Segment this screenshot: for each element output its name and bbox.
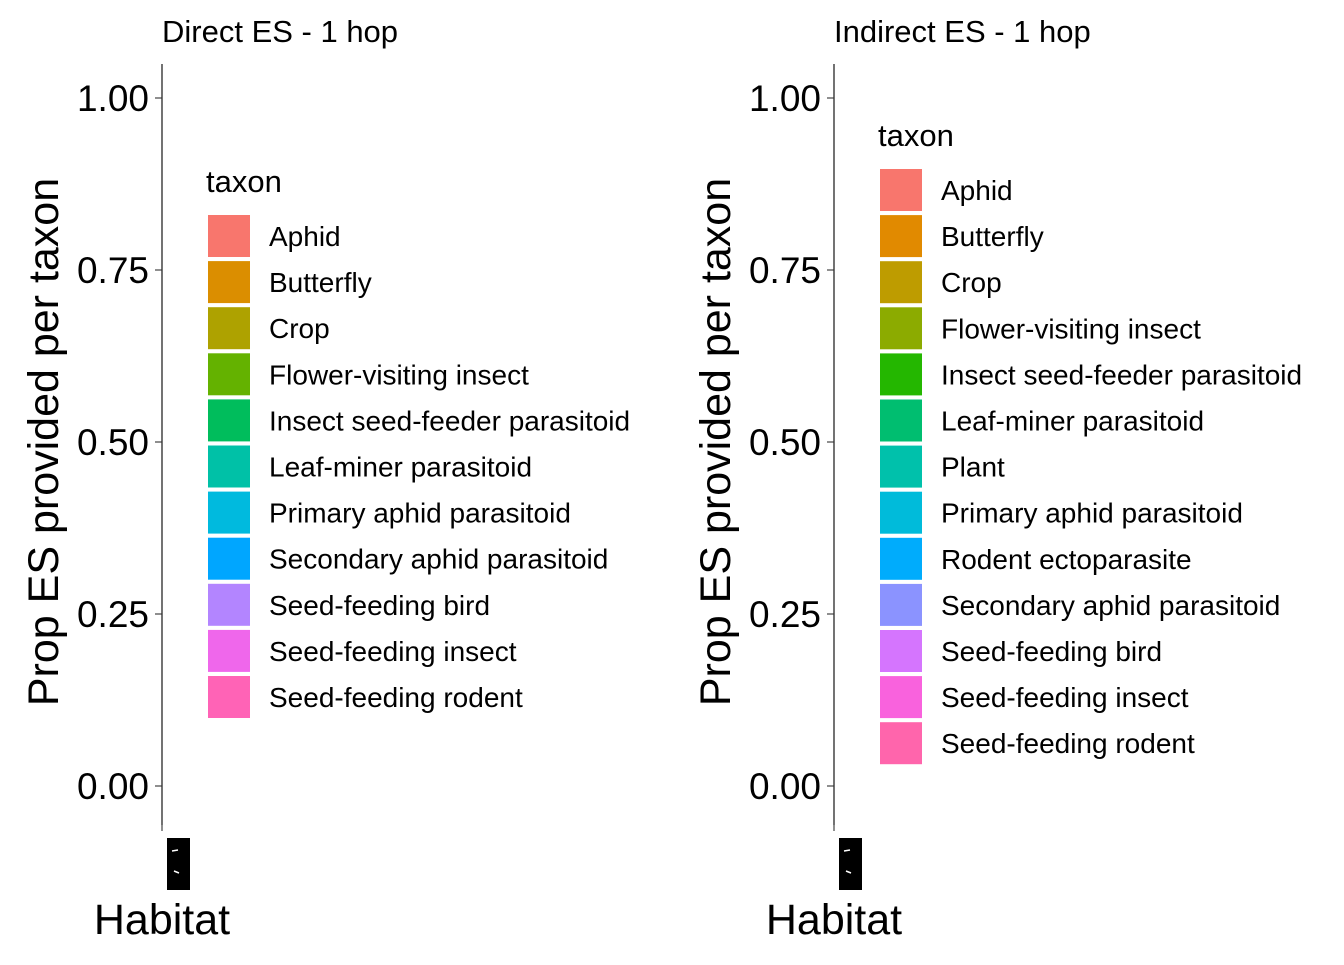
legend-key bbox=[880, 353, 922, 396]
legend-key bbox=[880, 169, 922, 211]
legend-key bbox=[880, 491, 922, 534]
legend-key bbox=[208, 491, 250, 534]
legend-key bbox=[208, 445, 250, 488]
chart-title: Indirect ES - 1 hop bbox=[834, 14, 1091, 49]
legend: taxon Aphid Butterfly Crop Flower-visiting i… bbox=[878, 118, 1302, 765]
legend-entry-label: Aphid bbox=[941, 175, 1013, 206]
y-tick-label: 0.00 bbox=[749, 766, 821, 807]
legend-entry-label: Seed-feeding insect bbox=[941, 682, 1189, 713]
legend-key bbox=[208, 537, 250, 580]
legend-entry-label: Leaf-miner parasitoid bbox=[941, 406, 1204, 437]
legend-entry-label: Seed-feeding bird bbox=[941, 636, 1162, 667]
x-axis-title: Habitat bbox=[94, 896, 230, 944]
y-tick-label: 0.00 bbox=[77, 766, 149, 807]
legend-key bbox=[880, 445, 922, 488]
legend-entry-label: Insect seed-feeder parasitoid bbox=[269, 405, 630, 436]
x-tick-label-glyph-detail bbox=[843, 849, 852, 874]
legend-entry-label: Primary aphid parasitoid bbox=[269, 498, 571, 529]
legend-key bbox=[208, 307, 250, 350]
y-tick-label: 0.25 bbox=[77, 594, 149, 635]
legend-key bbox=[208, 215, 250, 257]
y-tick-label: 0.25 bbox=[749, 594, 821, 635]
legend-entry-label: Seed-feeding bird bbox=[269, 590, 490, 621]
legend-entry-label: Secondary aphid parasitoid bbox=[941, 590, 1280, 621]
legend-key bbox=[208, 583, 250, 626]
legend-title: taxon bbox=[206, 164, 282, 199]
legend-entry-label: Insect seed-feeder parasitoid bbox=[941, 359, 1302, 390]
legend-entry-label: Flower-visiting insect bbox=[941, 313, 1201, 344]
legend-entry-label: Butterfly bbox=[941, 221, 1044, 252]
legend: taxon Aphid Butterfly Crop Flower-visiting i… bbox=[206, 164, 630, 718]
x-axis-title: Habitat bbox=[766, 896, 902, 944]
y-tick-label: 0.75 bbox=[77, 250, 149, 291]
y-tick-label: 0.50 bbox=[749, 422, 821, 463]
chart-title: Direct ES - 1 hop bbox=[162, 14, 398, 49]
legend-entry-label: Secondary aphid parasitoid bbox=[269, 544, 608, 575]
y-axis-title: Prop ES provided per taxon bbox=[692, 178, 740, 706]
legend-key bbox=[880, 537, 922, 580]
legend-entry-label: Leaf-miner parasitoid bbox=[269, 452, 532, 483]
legend-entry-label: Rodent ectoparasite bbox=[941, 544, 1192, 575]
legend-key bbox=[208, 261, 250, 304]
panel-2: Indirect ES - 1 hop 0.00 0.25 0.50 0.75 1.00 P… bbox=[692, 14, 1302, 944]
legend-key bbox=[880, 307, 922, 350]
y-tick-label: 0.75 bbox=[749, 250, 821, 291]
legend-entry-label: Seed-feeding rodent bbox=[941, 728, 1195, 759]
legend-key bbox=[880, 722, 922, 765]
legend-key bbox=[880, 630, 922, 672]
legend-key bbox=[880, 676, 922, 719]
legend-key bbox=[880, 399, 922, 442]
y-tick-label: 0.50 bbox=[77, 422, 149, 463]
legend-entry-label: Crop bbox=[941, 267, 1002, 298]
legend-key bbox=[880, 261, 922, 304]
x-tick-label-glyph bbox=[839, 838, 862, 890]
y-axis-title: Prop ES provided per taxon bbox=[20, 178, 68, 706]
legend-entry-label: Seed-feeding insect bbox=[269, 636, 517, 667]
legend-key bbox=[208, 676, 250, 718]
legend-entry-label: Primary aphid parasitoid bbox=[941, 498, 1243, 529]
legend-key bbox=[208, 399, 250, 442]
legend-key bbox=[208, 353, 250, 396]
legend-entry-label: Crop bbox=[269, 313, 330, 344]
legend-entry-label: Aphid bbox=[269, 221, 341, 252]
y-tick-label: 1.00 bbox=[77, 78, 149, 119]
legend-key bbox=[208, 629, 250, 672]
panel-1: Direct ES - 1 hop 0.00 0.25 0.50 0.75 1.00 Pro… bbox=[20, 14, 630, 944]
legend-entry-label: Seed-feeding rodent bbox=[269, 682, 523, 713]
x-tick-label-glyph-detail bbox=[171, 849, 180, 874]
legend-title: taxon bbox=[878, 118, 954, 153]
legend-key bbox=[880, 215, 922, 258]
legend-entry-label: Plant bbox=[941, 452, 1005, 483]
y-tick-label: 1.00 bbox=[749, 78, 821, 119]
legend-entry-label: Butterfly bbox=[269, 267, 372, 298]
x-tick-label-glyph bbox=[167, 838, 190, 890]
legend-key bbox=[880, 583, 922, 626]
legend-entry-label: Flower-visiting insect bbox=[269, 359, 529, 390]
